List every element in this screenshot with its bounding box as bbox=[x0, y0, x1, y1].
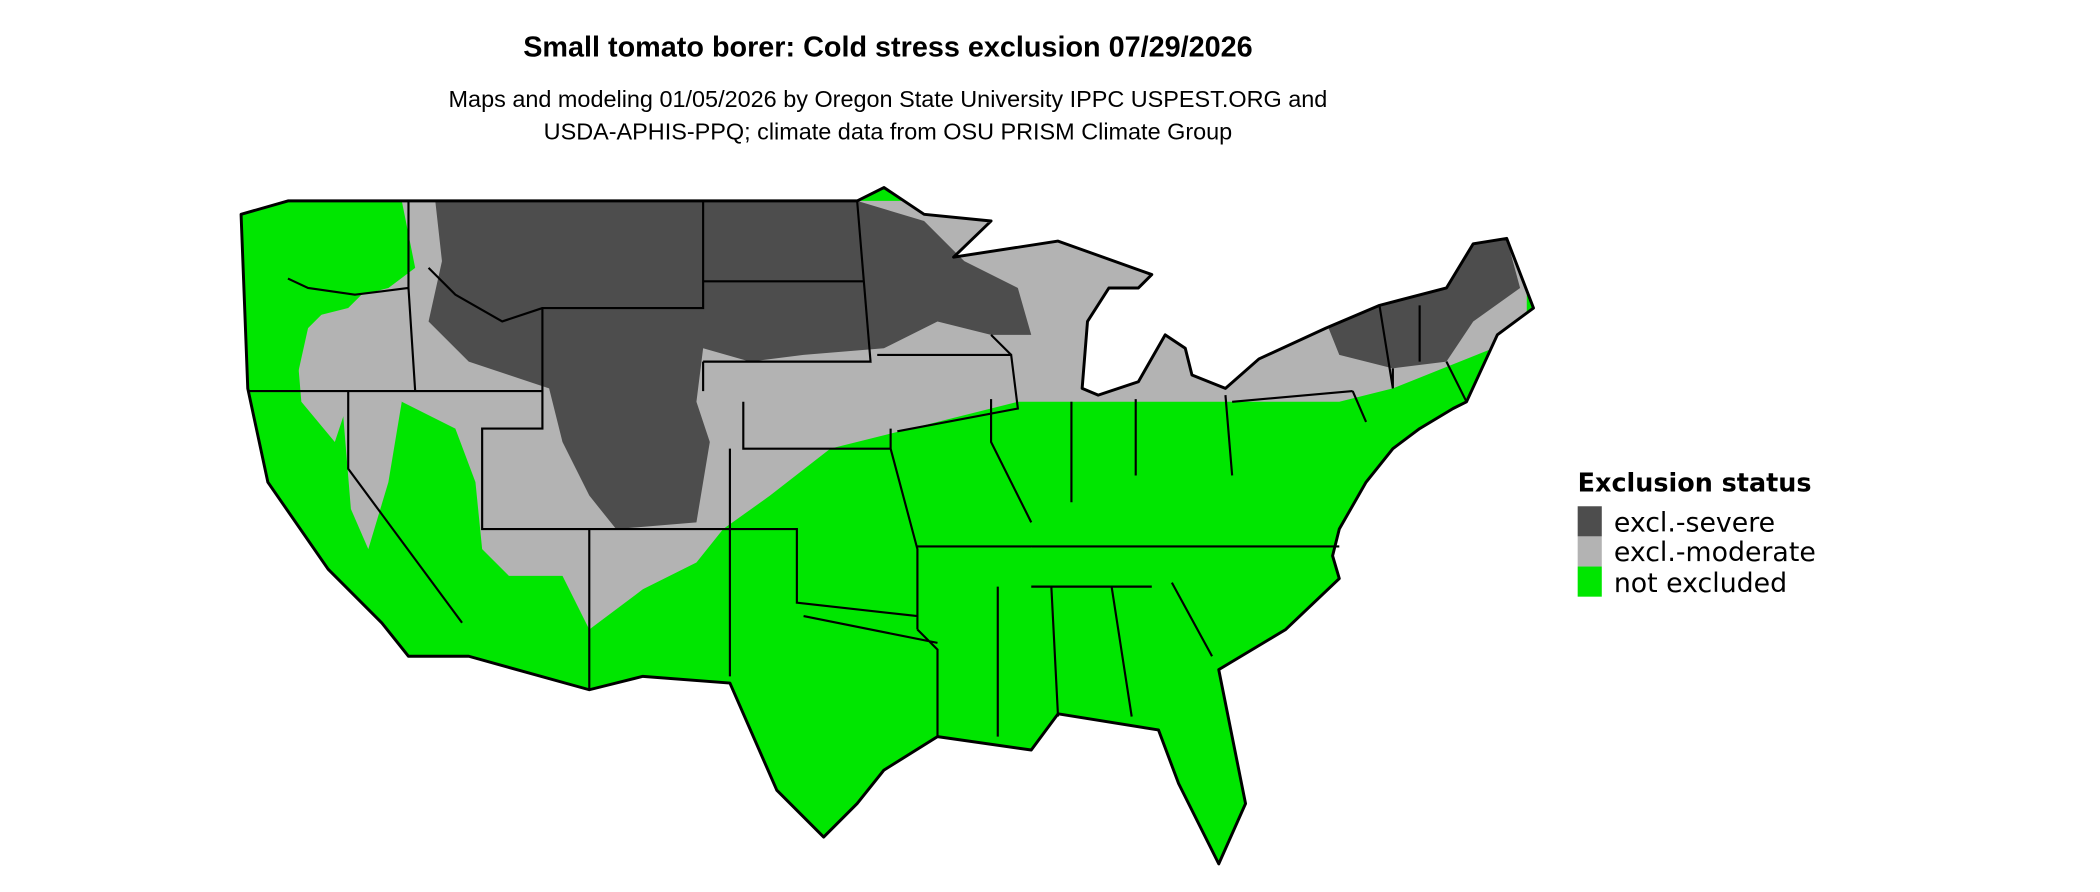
map-subtitle-line2: USDA-APHIS-PPQ; climate data from OSU PR… bbox=[544, 118, 1233, 144]
legend-swatch-moderate bbox=[1577, 536, 1602, 567]
legend-label-not-excluded: not excluded bbox=[1614, 568, 1787, 599]
legend-title: Exclusion status bbox=[1578, 468, 1812, 498]
exclusion-raster bbox=[241, 187, 1534, 864]
legend-label-severe: excl.-severe bbox=[1614, 508, 1775, 539]
region-excl-severe-mi bbox=[1111, 287, 1166, 329]
region-excl-moderate-west bbox=[341, 395, 402, 550]
region-excl-severe bbox=[428, 200, 1032, 530]
legend-swatch-severe bbox=[1577, 506, 1602, 537]
legend-swatch-not-excluded bbox=[1577, 566, 1602, 597]
legend-label-moderate: excl.-moderate bbox=[1614, 537, 1816, 568]
map-subtitle-line1: Maps and modeling 01/05/2026 by Oregon S… bbox=[449, 86, 1328, 112]
region-pnw-green bbox=[241, 200, 416, 389]
legend: Exclusion status excl.-severe excl.-mode… bbox=[1577, 468, 1816, 599]
map-title: Small tomato borer: Cold stress exclusio… bbox=[523, 31, 1252, 63]
state-borders bbox=[247, 200, 1468, 737]
region-excl-severe-northeast bbox=[1325, 238, 1521, 369]
